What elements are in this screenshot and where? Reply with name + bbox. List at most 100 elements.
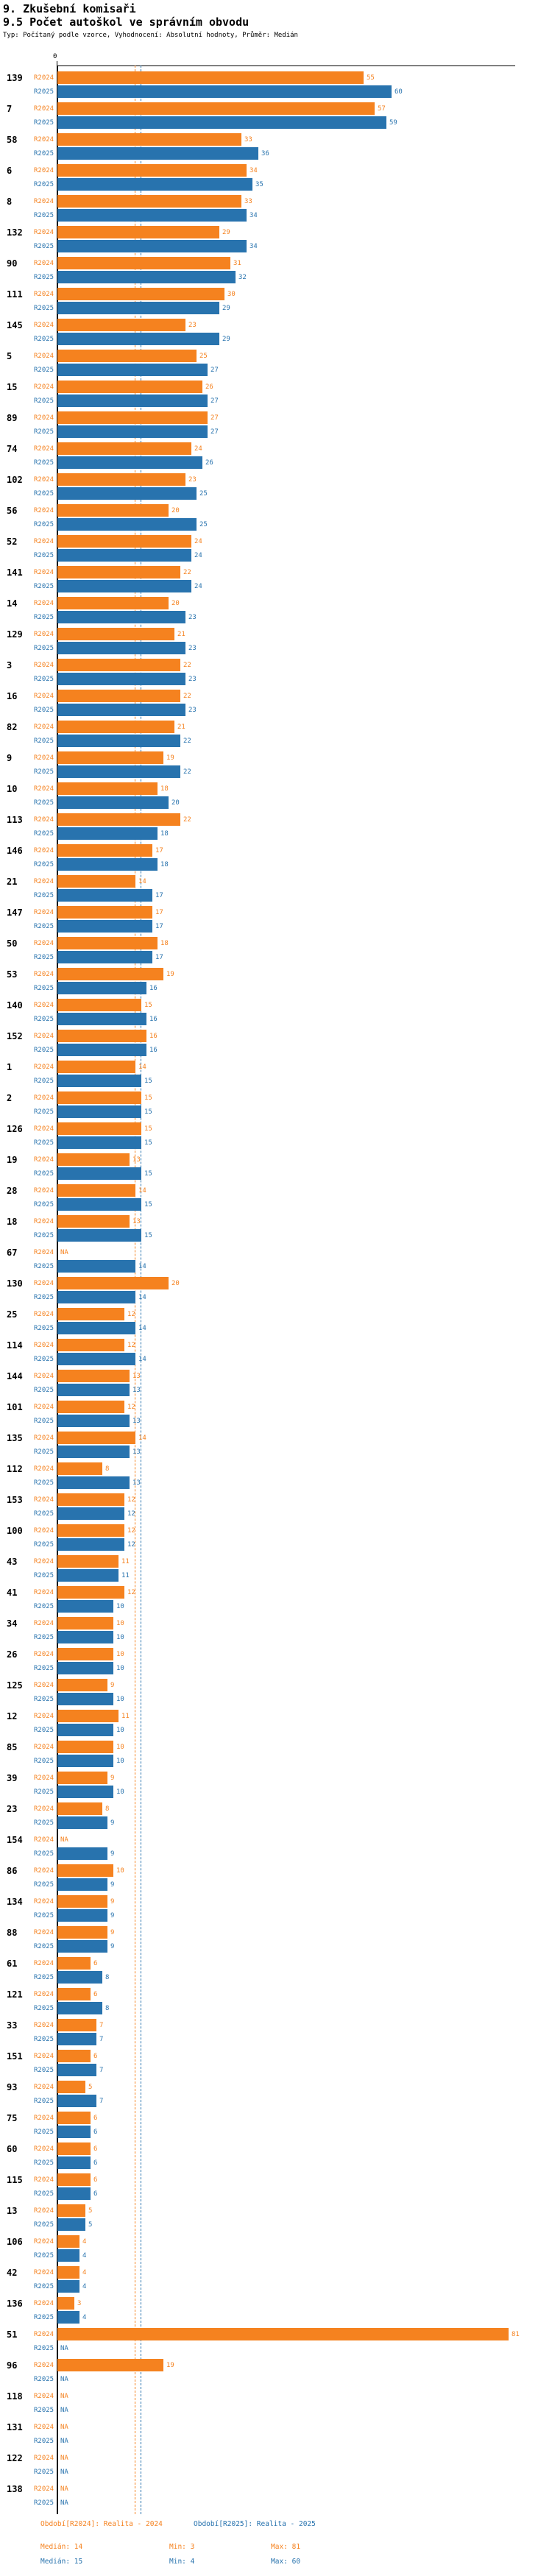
bar-value-r2025: 9 bbox=[110, 1912, 115, 1919]
bar-value-r2025: 4 bbox=[82, 2283, 87, 2290]
row-id-label: 131 bbox=[7, 2422, 23, 2432]
bar-r2024 bbox=[57, 782, 158, 795]
series-label-r2024: R2024 bbox=[34, 1713, 54, 1720]
bar-value-r2024: 33 bbox=[244, 198, 252, 205]
row-id-label: 53 bbox=[7, 969, 18, 980]
bar-r2025 bbox=[57, 1322, 135, 1334]
row-id-label: 19 bbox=[7, 1155, 18, 1165]
series-label-r2024: R2024 bbox=[34, 1064, 54, 1071]
bar-value-r2025: 9 bbox=[110, 1881, 115, 1889]
bar-r2024 bbox=[57, 1030, 146, 1042]
bar-r2025 bbox=[57, 209, 247, 222]
bar-r2025 bbox=[57, 982, 146, 994]
series-label-r2024: R2024 bbox=[34, 1744, 54, 1751]
bar-r2024 bbox=[57, 659, 180, 671]
bar-value-r2025: 32 bbox=[238, 274, 247, 281]
series-label-r2024: R2024 bbox=[34, 414, 54, 422]
series-label-r2025: R2025 bbox=[34, 2438, 54, 2445]
series-label-r2025: R2025 bbox=[34, 892, 54, 899]
bar-r2025 bbox=[57, 1786, 113, 1798]
bar-value-r2025: 15 bbox=[144, 1108, 152, 1116]
bar-value-r2025: 15 bbox=[144, 1201, 152, 1209]
series-label-r2024: R2024 bbox=[34, 167, 54, 174]
bar-value-r2025: 17 bbox=[155, 923, 163, 930]
bar-r2024 bbox=[57, 690, 180, 702]
bar-r2024 bbox=[57, 1153, 130, 1166]
bar-value-r2025: 23 bbox=[188, 707, 197, 714]
row-id-label: 113 bbox=[7, 815, 23, 825]
bar-value-r2025: 34 bbox=[250, 243, 258, 250]
series-label-r2025: R2025 bbox=[34, 583, 54, 590]
series-label-r2025: R2025 bbox=[34, 1634, 54, 1641]
bar-value-r2024: 81 bbox=[512, 2331, 520, 2338]
bar-value-r2025: 16 bbox=[149, 985, 158, 992]
bar-value-r2024: 17 bbox=[155, 847, 163, 854]
bar-value-r2024: 18 bbox=[160, 785, 169, 793]
bar-value-r2024: 7 bbox=[99, 2022, 104, 2029]
bar-value-r2025: 6 bbox=[93, 2129, 98, 2136]
bar-value-r2025: 14 bbox=[138, 1263, 146, 1270]
bar-value-r2024: 12 bbox=[127, 1589, 135, 1596]
row-id-label: 14 bbox=[7, 598, 18, 609]
series-label-r2024: R2024 bbox=[34, 445, 54, 453]
bar-r2024 bbox=[57, 2112, 91, 2124]
series-label-r2024: R2024 bbox=[34, 2207, 54, 2215]
row-id-label: 34 bbox=[7, 1618, 18, 1629]
bar-value-r2025: 27 bbox=[210, 428, 219, 436]
row-id-label: 125 bbox=[7, 1680, 23, 1691]
bar-value-r2025: 16 bbox=[149, 1016, 158, 1023]
series-label-r2024: R2024 bbox=[34, 538, 54, 545]
bar-value-r2024: 10 bbox=[116, 1867, 124, 1875]
bar-r2025 bbox=[57, 116, 386, 129]
row-id-label: 101 bbox=[7, 1402, 23, 1412]
bar-r2025 bbox=[57, 549, 191, 562]
series-label-r2025: R2025 bbox=[34, 2314, 54, 2321]
bar-value-r2025: 15 bbox=[144, 1078, 152, 1085]
bar-value-r2025: 25 bbox=[199, 521, 208, 528]
row-id-label: 61 bbox=[7, 1958, 18, 1969]
bar-value-r2025: 24 bbox=[194, 583, 202, 590]
bar-r2024 bbox=[57, 1710, 118, 1722]
bar-r2024 bbox=[57, 1061, 135, 1073]
series-label-r2025: R2025 bbox=[34, 2345, 54, 2352]
bar-value-r2025: 17 bbox=[155, 954, 163, 961]
bar-r2024 bbox=[57, 1524, 124, 1537]
bar-value-r2025: 29 bbox=[222, 305, 230, 312]
series-label-r2025: R2025 bbox=[34, 2190, 54, 2198]
bar-value-r2024: 9 bbox=[110, 1898, 115, 1906]
series-label-r2024: R2024 bbox=[34, 1033, 54, 1040]
row-id-label: 25 bbox=[7, 1309, 18, 1320]
series-label-r2025: R2025 bbox=[34, 305, 54, 312]
bar-r2024 bbox=[57, 226, 219, 238]
series-label-r2024: R2024 bbox=[34, 2176, 54, 2184]
row-id-label: 121 bbox=[7, 1989, 23, 2000]
bar-value-r2024: 10 bbox=[116, 1651, 124, 1658]
bar-r2024 bbox=[57, 2173, 91, 2186]
series-label-r2024: R2024 bbox=[34, 507, 54, 514]
bar-r2024 bbox=[57, 2235, 79, 2248]
bar-r2025 bbox=[57, 1878, 107, 1891]
bar-value-r2024: 22 bbox=[183, 662, 191, 669]
series-label-r2025: R2025 bbox=[34, 1603, 54, 1610]
bar-r2024 bbox=[57, 2359, 163, 2371]
bar-value-r2025: NA bbox=[60, 2376, 68, 2383]
bar-r2025 bbox=[57, 920, 152, 933]
bar-r2024 bbox=[57, 102, 375, 115]
row-id-label: 135 bbox=[7, 1433, 23, 1443]
bar-value-r2025: 23 bbox=[188, 645, 197, 652]
bar-r2025 bbox=[57, 1909, 107, 1922]
bar-value-r2024: 24 bbox=[194, 538, 202, 545]
series-label-r2024: R2024 bbox=[34, 1002, 54, 1009]
bar-r2024 bbox=[57, 195, 241, 208]
bar-value-r2025: 7 bbox=[99, 2036, 104, 2043]
series-label-r2024: R2024 bbox=[34, 1805, 54, 1813]
row-id-label: 100 bbox=[7, 1526, 23, 1536]
stat-min-r2025: Min: 4 bbox=[169, 2558, 195, 2566]
y-axis-line bbox=[57, 66, 58, 2514]
bar-value-r2024: 19 bbox=[166, 2362, 174, 2369]
bar-r2024 bbox=[57, 442, 191, 455]
bar-value-r2025: 15 bbox=[144, 1139, 152, 1147]
series-label-r2024: R2024 bbox=[34, 229, 54, 236]
series-label-r2024: R2024 bbox=[34, 723, 54, 731]
series-label-r2025: R2025 bbox=[34, 1572, 54, 1579]
